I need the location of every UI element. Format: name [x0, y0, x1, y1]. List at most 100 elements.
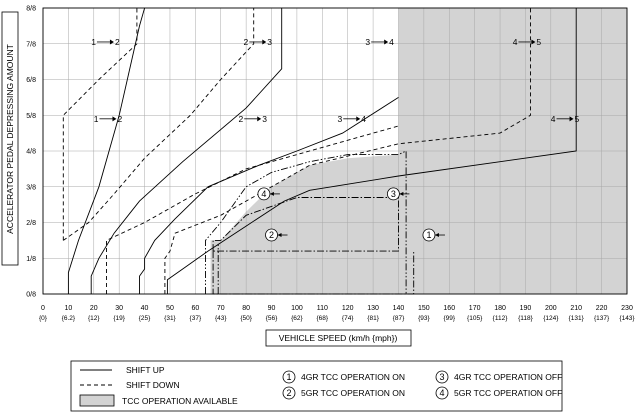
- shift-label-to-3: 5: [536, 37, 541, 47]
- tcc-marker-arrowhead-2: [277, 233, 282, 238]
- x-tick-label-110: 110: [317, 305, 328, 312]
- x-tick-sub-label-10: {6.2}: [62, 315, 76, 322]
- plot-frame: [42, 7, 628, 295]
- x-tick-label-120: 120: [342, 305, 354, 312]
- legend-item-2: 5GR TCC OPERATION ON: [301, 388, 405, 398]
- shift-arrowhead-2: [384, 39, 389, 45]
- x-tick-label-20: 20: [90, 305, 98, 312]
- legend-item-3: 4GR TCC OPERATION OFF: [454, 372, 562, 382]
- shift-label-to-5: 3: [262, 114, 267, 124]
- series-line-tcc-off-10: [205, 150, 407, 294]
- legend-tcc-available: TCC OPERATION AVAILABLE: [122, 396, 238, 406]
- x-tick-sub-label-60: {37}: [190, 315, 202, 322]
- legend-item-1: 4GR TCC OPERATION ON: [301, 372, 405, 382]
- shift-label-from-7: 4: [551, 114, 556, 124]
- x-tick-label-180: 180: [494, 305, 506, 312]
- shift-arrowhead-1: [262, 39, 267, 45]
- tcc-marker-number-3: 3: [391, 189, 396, 199]
- series-line-shift-down-6: [106, 125, 399, 294]
- x-tick-label-160: 160: [443, 305, 455, 312]
- x-tick-label-50: 50: [166, 305, 174, 312]
- legend-marker-1: [282, 370, 296, 384]
- shift-arrowhead-3: [531, 39, 536, 45]
- legend-item-4: 5GR TCC OPERATION OFF: [454, 388, 562, 398]
- x-tick-sub-label-160: {99}: [443, 315, 455, 322]
- series-line-shift-up-3: [166, 8, 577, 294]
- series-line-tcc-on-8: [212, 197, 399, 252]
- x-tick-label-140: 140: [393, 305, 405, 312]
- shift-label-from-5: 2: [238, 114, 243, 124]
- x-tick-sub-label-140: {87}: [393, 315, 405, 322]
- x-tick-sub-label-90: {56}: [266, 315, 278, 322]
- y-tick-label-1: 1/8: [26, 256, 36, 263]
- tcc-marker-circle-1: [422, 228, 436, 242]
- series-line-shift-down-7: [164, 8, 531, 294]
- x-tick-label-70: 70: [217, 305, 225, 312]
- tcc-marker-number-2: 2: [269, 230, 274, 240]
- x-tick-label-190: 190: [520, 305, 532, 312]
- shift-arrowhead-7: [569, 116, 574, 122]
- x-tick-sub-label-110: {68}: [317, 315, 329, 322]
- tcc-marker-number-4: 4: [261, 189, 266, 199]
- shift-label-from-4: 1: [94, 114, 99, 124]
- x-tick-sub-label-150: {93}: [418, 315, 430, 322]
- y-tick-label-0: 0/8: [26, 292, 36, 299]
- legend-tcc-swatch: [79, 394, 115, 407]
- x-tick-label-30: 30: [115, 305, 123, 312]
- x-tick-sub-label-120: {74}: [342, 315, 354, 322]
- series-line-shift-down-4: [62, 8, 138, 241]
- shift-label-from-6: 3: [338, 114, 343, 124]
- legend: SHIFT UP SHIFT DOWN TCC OPERATION AVAILA…: [70, 360, 563, 412]
- legend-marker-4-num: 4: [439, 388, 444, 398]
- series-line-shift-up-2: [139, 97, 399, 294]
- tcc-marker-arrowhead-1: [434, 233, 439, 238]
- shift-label-from-3: 4: [513, 37, 518, 47]
- y-tick-label-6: 6/8: [26, 77, 36, 84]
- shift-arrowhead-4: [112, 116, 117, 122]
- tcc-marker-arrowhead-3: [399, 191, 404, 196]
- x-axis-title-box: [265, 329, 412, 347]
- shift-label-from-1: 2: [244, 37, 249, 47]
- shift-label-to-6: 4: [361, 114, 366, 124]
- y-tick-label-7: 7/8: [26, 41, 36, 48]
- x-tick-label-100: 100: [291, 305, 303, 312]
- tcc-marker-circle-3: [386, 187, 400, 201]
- x-tick-sub-label-40: {25}: [139, 315, 151, 322]
- x-tick-label-170: 170: [469, 305, 481, 312]
- x-tick-sub-label-170: {105}: [467, 315, 483, 322]
- x-tick-sub-label-0: {0}: [39, 315, 48, 322]
- x-tick-label-40: 40: [141, 305, 149, 312]
- x-tick-sub-label-70: {43}: [215, 315, 227, 322]
- y-tick-label-3: 3/8: [26, 184, 36, 191]
- tcc-marker-circle-2: [265, 228, 278, 242]
- x-axis-title: VEHICLE SPEED (km/h {mph}): [279, 333, 398, 343]
- x-tick-sub-label-20: {12}: [88, 315, 100, 322]
- series-line-shift-up-0: [67, 7, 146, 294]
- legend-marker-2-num: 2: [286, 388, 291, 398]
- y-tick-label-5: 5/8: [26, 113, 36, 120]
- legend-marker-1-num: 1: [286, 372, 291, 382]
- y-tick-label-8: 8/8: [26, 6, 36, 13]
- shift-label-to-1: 3: [267, 37, 272, 47]
- tcc-marker-arrowhead-4: [269, 191, 274, 196]
- x-tick-label-10: 10: [64, 305, 72, 312]
- legend-shift-up: SHIFT UP: [126, 365, 165, 375]
- legend-marker-2: [282, 386, 296, 400]
- legend-marker-3-num: 3: [439, 372, 444, 382]
- shift-label-from-2: 3: [365, 37, 370, 47]
- x-tick-label-220: 220: [596, 305, 608, 312]
- x-tick-label-80: 80: [242, 305, 250, 312]
- series-line-shift-down-5: [63, 8, 255, 241]
- x-tick-label-60: 60: [191, 305, 199, 312]
- shift-label-to-4: 2: [117, 114, 122, 124]
- tcc-marker-circle-4: [257, 187, 271, 201]
- x-tick-sub-label-50: {31}: [164, 315, 176, 322]
- x-tick-sub-label-230: {143}: [619, 315, 635, 322]
- x-tick-sub-label-130: {81}: [367, 315, 379, 322]
- shift-arrowhead-6: [356, 116, 361, 122]
- x-tick-sub-label-100: {62}: [291, 315, 303, 322]
- shift-arrowhead-5: [257, 116, 262, 122]
- legend-shift-down: SHIFT DOWN: [126, 380, 180, 390]
- y-tick-label-4: 4/8: [26, 149, 36, 156]
